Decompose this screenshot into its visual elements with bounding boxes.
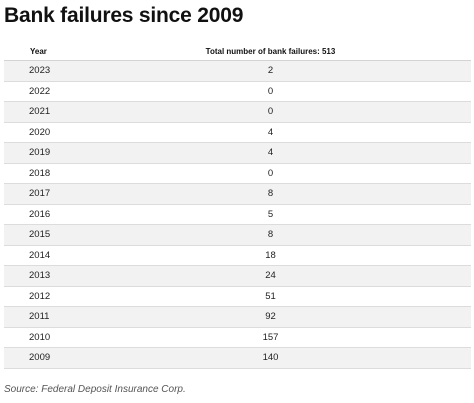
table-row: 2023 2 [4, 61, 471, 82]
table-row: 2019 4 [4, 143, 471, 164]
failures-cell: 140 [262, 352, 279, 364]
year-cell: 2011 [29, 311, 50, 323]
failures-cell: 0 [267, 167, 274, 179]
table-row: 2015 8 [4, 225, 471, 246]
year-cell: 2012 [29, 290, 51, 302]
table-row: 2009 140 [4, 348, 471, 369]
table-row: 2020 4 [4, 123, 471, 143]
year-cell: 2018 [29, 167, 51, 179]
year-cell: 2023 [29, 65, 51, 77]
year-cell: 2016 [29, 208, 51, 220]
table-row: 2021 0 [4, 102, 471, 123]
source-note: Source: Federal Deposit Insurance Corp. [4, 384, 186, 395]
table-header-row: Year Total number of bank failures: 513 [4, 42, 471, 61]
year-cell: 2010 [29, 331, 51, 343]
year-column-header: Year [30, 46, 47, 56]
failures-cell: 5 [267, 208, 274, 220]
failures-cell: 157 [262, 331, 279, 343]
year-cell: 2017 [29, 188, 51, 200]
failures-column-header: Total number of bank failures: 513 [205, 46, 336, 56]
year-cell: 2013 [29, 270, 51, 282]
failures-cell: 4 [267, 126, 274, 138]
table-row: 2022 0 [4, 82, 471, 102]
failures-cell: 18 [265, 249, 276, 261]
year-cell: 2019 [29, 147, 51, 159]
bank-failures-table: Year Total number of bank failures: 513 … [4, 42, 471, 369]
failures-cell: 0 [267, 106, 274, 118]
table-row: 2014 18 [4, 246, 471, 266]
failures-cell: 8 [267, 188, 274, 200]
table-row: 2012 51 [4, 287, 471, 307]
failures-cell: 92 [265, 311, 276, 323]
failures-cell: 0 [267, 85, 274, 97]
chart-title: Bank failures since 2009 [4, 4, 244, 27]
table-row: 2010 157 [4, 328, 471, 348]
year-cell: 2021 [29, 106, 51, 118]
table-body: 2023 2 2022 0 2021 0 2020 4 2019 4 2018 0 2017 8 2016 5… [4, 61, 471, 369]
year-cell: 2022 [29, 85, 51, 97]
table-row: 2018 0 [4, 164, 471, 184]
table-row: 2017 8 [4, 184, 471, 205]
year-cell: 2014 [29, 249, 51, 261]
table-row: 2011 92 [4, 307, 471, 328]
failures-cell: 4 [267, 147, 274, 159]
year-cell: 2009 [29, 352, 51, 364]
failures-cell: 24 [265, 270, 276, 282]
table-row: 2013 24 [4, 266, 471, 287]
failures-cell: 2 [267, 65, 274, 77]
table-row: 2016 5 [4, 205, 471, 225]
year-cell: 2015 [29, 229, 51, 241]
failures-cell: 8 [267, 229, 274, 241]
year-cell: 2020 [29, 126, 51, 138]
failures-cell: 51 [265, 290, 276, 302]
